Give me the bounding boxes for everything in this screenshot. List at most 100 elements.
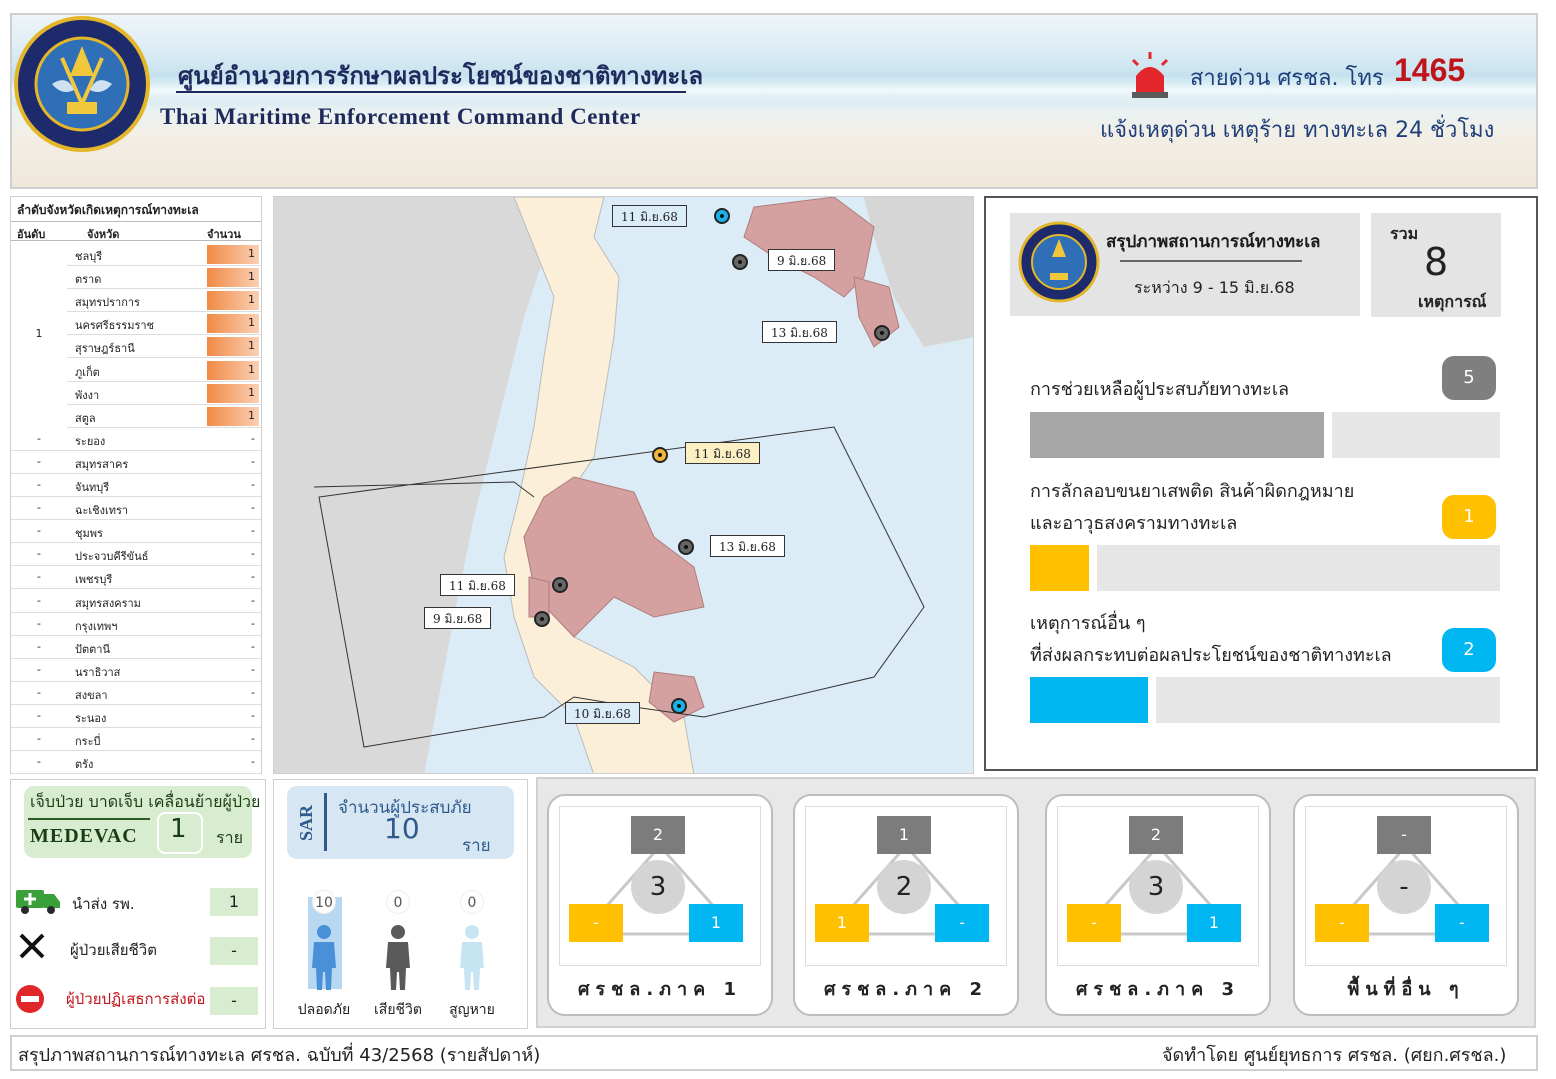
ranking-row: สุราษฎร์ธานี 1 (67, 335, 261, 359)
rank-value: - (11, 451, 67, 474)
province-count-cell: - (207, 753, 259, 772)
medevac-row-label: ผู้ป่วยเสียชีวิต (70, 941, 157, 959)
category-count-badge: 2 (1442, 628, 1496, 672)
col-count: จำนวน (207, 228, 241, 241)
incident-pin-icon[interactable] (552, 577, 568, 593)
hotline-label: สายด่วน ศรชล. โทร (1190, 66, 1384, 91)
ranking-row: ระนอง - (67, 705, 261, 728)
province-count-cell: 1 (207, 245, 259, 264)
ranking-row: ชุมพร - (67, 520, 261, 544)
region-card[interactable]: 1 2 1- ศรชล.ภาค 2 (793, 794, 1019, 1016)
siren-icon (1131, 52, 1169, 98)
province-name: สมุทรปราการ (75, 296, 140, 310)
province-count: - (251, 478, 255, 491)
region-card[interactable]: 2 3- 1 ศรชล.ภาค 3 (1045, 794, 1271, 1016)
mecc-logo (14, 16, 150, 152)
incident-pin-icon[interactable] (671, 698, 687, 714)
incident-date-label[interactable]: 13 มิ.ย.68 (762, 321, 837, 343)
province-count-cell: 1 (207, 406, 259, 426)
province-name: พังงา (75, 388, 100, 402)
province-count: - (251, 524, 255, 538)
rank-value: - (11, 520, 67, 544)
sar-divider (324, 793, 327, 851)
incident-pin-icon[interactable] (874, 325, 890, 341)
incident-date-label[interactable]: 11 มิ.ย.68 (440, 574, 515, 596)
province-name: จันทบุรี (75, 481, 110, 494)
region-name: ศรชล.ภาค 3 (1076, 979, 1240, 1000)
hotline-subtitle: แจ้งเหตุด่วน เหตุร้าย ทางทะเล 24 ชั่วโมง (1100, 118, 1495, 143)
incident-date-label[interactable]: 13 มิ.ย.68 (710, 535, 785, 557)
category-bar-track (1097, 545, 1500, 591)
region-name: พื้นที่อื่น ๆ (1347, 979, 1465, 1000)
person-status-label: เสียชีวิต (374, 1002, 422, 1018)
total-value: 8 (1424, 240, 1449, 284)
province-count-cell: 1 (207, 268, 259, 288)
incident-pin-icon[interactable] (678, 539, 694, 555)
province-name: ชุมพร (75, 527, 103, 541)
province-name: นครศรีธรรมราช (75, 319, 155, 333)
region-other-count: - (935, 904, 989, 942)
region-total-count: 3 (631, 860, 685, 914)
ranking-header: อันดับ จังหวัด จำนวน (11, 221, 261, 241)
incident-pin-icon[interactable] (714, 208, 730, 224)
region-rescue-count: 2 (1129, 816, 1183, 854)
ranking-row: ตรัง - (67, 751, 261, 775)
hotline-number: 1465 (1394, 52, 1466, 88)
region-diagram (805, 806, 1007, 966)
incident-map[interactable]: 11 มิ.ย.68 9 มิ.ย.68 13 มิ.ย.68 11 มิ.ย.68 1… (273, 196, 974, 774)
province-count: 1 (248, 270, 255, 284)
province-name: สมุทรสาคร (75, 457, 129, 471)
category-label: การช่วยเหลือผู้ประสบภัยทางทะเล (1030, 374, 1289, 406)
incident-pin-icon[interactable] (534, 611, 550, 627)
province-count: - (251, 685, 255, 699)
incident-date-label[interactable]: 11 มิ.ย.68 (612, 205, 687, 227)
province-name: ชลบุรี (75, 250, 103, 263)
incident-pin-icon[interactable] (652, 447, 668, 463)
province-count-cell: - (207, 568, 259, 587)
no-entry-icon (16, 985, 44, 1013)
category-bar-track (1156, 677, 1500, 723)
mecc-small-logo (1018, 221, 1100, 303)
incident-date-label[interactable]: 11 มิ.ย.68 (685, 442, 760, 464)
medevac-row-label: นำส่ง รพ. (72, 895, 135, 913)
ranking-row: สมุทรปราการ 1 (67, 289, 261, 313)
category-label-line1: การลักลอบขนยาเสพติด สินค้าผิดกฎหมาย (1030, 481, 1355, 502)
incident-date-label[interactable]: 9 มิ.ย.68 (424, 607, 492, 629)
title-thai: ศูนย์อำนวยการรักษาผลประโยชน์ของชาติทางทะ… (178, 61, 704, 90)
province-count: 1 (248, 408, 255, 422)
province-count-cell: 1 (207, 314, 259, 334)
region-diagram (1305, 806, 1507, 966)
incident-date-label[interactable]: 10 มิ.ย.68 (565, 702, 640, 724)
incident-date-label[interactable]: 9 มิ.ย.68 (768, 249, 836, 271)
region-smuggling-count: - (569, 904, 623, 942)
rank-value: - (11, 590, 67, 613)
incident-pin-icon[interactable] (732, 254, 748, 270)
rank-value: - (11, 705, 67, 728)
rank-value: - (11, 613, 67, 636)
region-smuggling-count: 1 (815, 904, 869, 942)
total-label: รวม (1390, 224, 1419, 243)
region-rescue-count: 1 (877, 816, 931, 854)
province-count-cell: - (207, 707, 259, 726)
province-count: 1 (248, 247, 255, 260)
category-label-line1: การช่วยเหลือผู้ประสบภัยทางทะเล (1030, 379, 1290, 400)
province-name: ระนอง (75, 712, 107, 725)
medevac-row-value: 1 (210, 888, 258, 916)
rank-value: - (11, 497, 67, 521)
region-card[interactable]: - - - - พื้นที่อื่น ๆ (1293, 794, 1519, 1016)
ranking-row: สงขลา - (67, 682, 261, 705)
province-count: - (251, 501, 255, 515)
ranking-row: จันทบุรี - (67, 474, 261, 497)
province-count-cell: 1 (207, 291, 259, 311)
province-name: เพชรบุรี (75, 573, 113, 587)
ranking-row: นราธิวาส - (67, 659, 261, 682)
region-smuggling-count: - (1067, 904, 1121, 942)
region-other-count: - (1435, 904, 1489, 942)
category-bar-fill (1030, 412, 1324, 458)
medevac-count-box (157, 812, 203, 854)
region-card[interactable]: 2 3- 1 ศรชล.ภาค 1 (547, 794, 773, 1016)
province-count-cell: - (207, 592, 259, 611)
x-icon (19, 933, 45, 959)
region-total-count: 2 (877, 860, 931, 914)
footer-report-title: สรุปภาพสถานการณ์ทางทะเล ศรชล. ฉบับที่ 43… (18, 1045, 541, 1066)
